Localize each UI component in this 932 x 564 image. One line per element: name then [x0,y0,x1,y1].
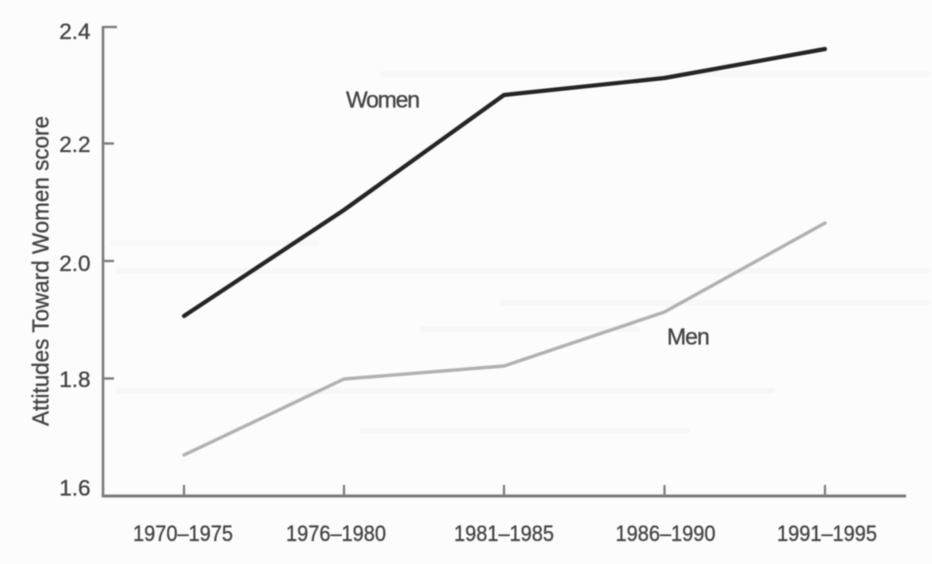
svg-text:1981–1985: 1981–1985 [454,521,554,546]
svg-text:Women: Women [346,87,419,113]
svg-text:1.6: 1.6 [59,475,90,500]
svg-text:2.4: 2.4 [59,19,90,44]
svg-text:Men: Men [667,324,709,350]
svg-text:1991–1995: 1991–1995 [777,521,877,546]
svg-text:1.8: 1.8 [59,367,90,392]
svg-text:1970–1975: 1970–1975 [133,521,233,546]
svg-text:2.0: 2.0 [59,251,90,276]
svg-text:2.2: 2.2 [59,132,90,157]
svg-text:Attitudes Toward Women score: Attitudes Toward Women score [28,116,54,426]
svg-text:1976–1980: 1976–1980 [286,521,386,546]
svg-text:1986–1990: 1986–1990 [616,521,716,546]
